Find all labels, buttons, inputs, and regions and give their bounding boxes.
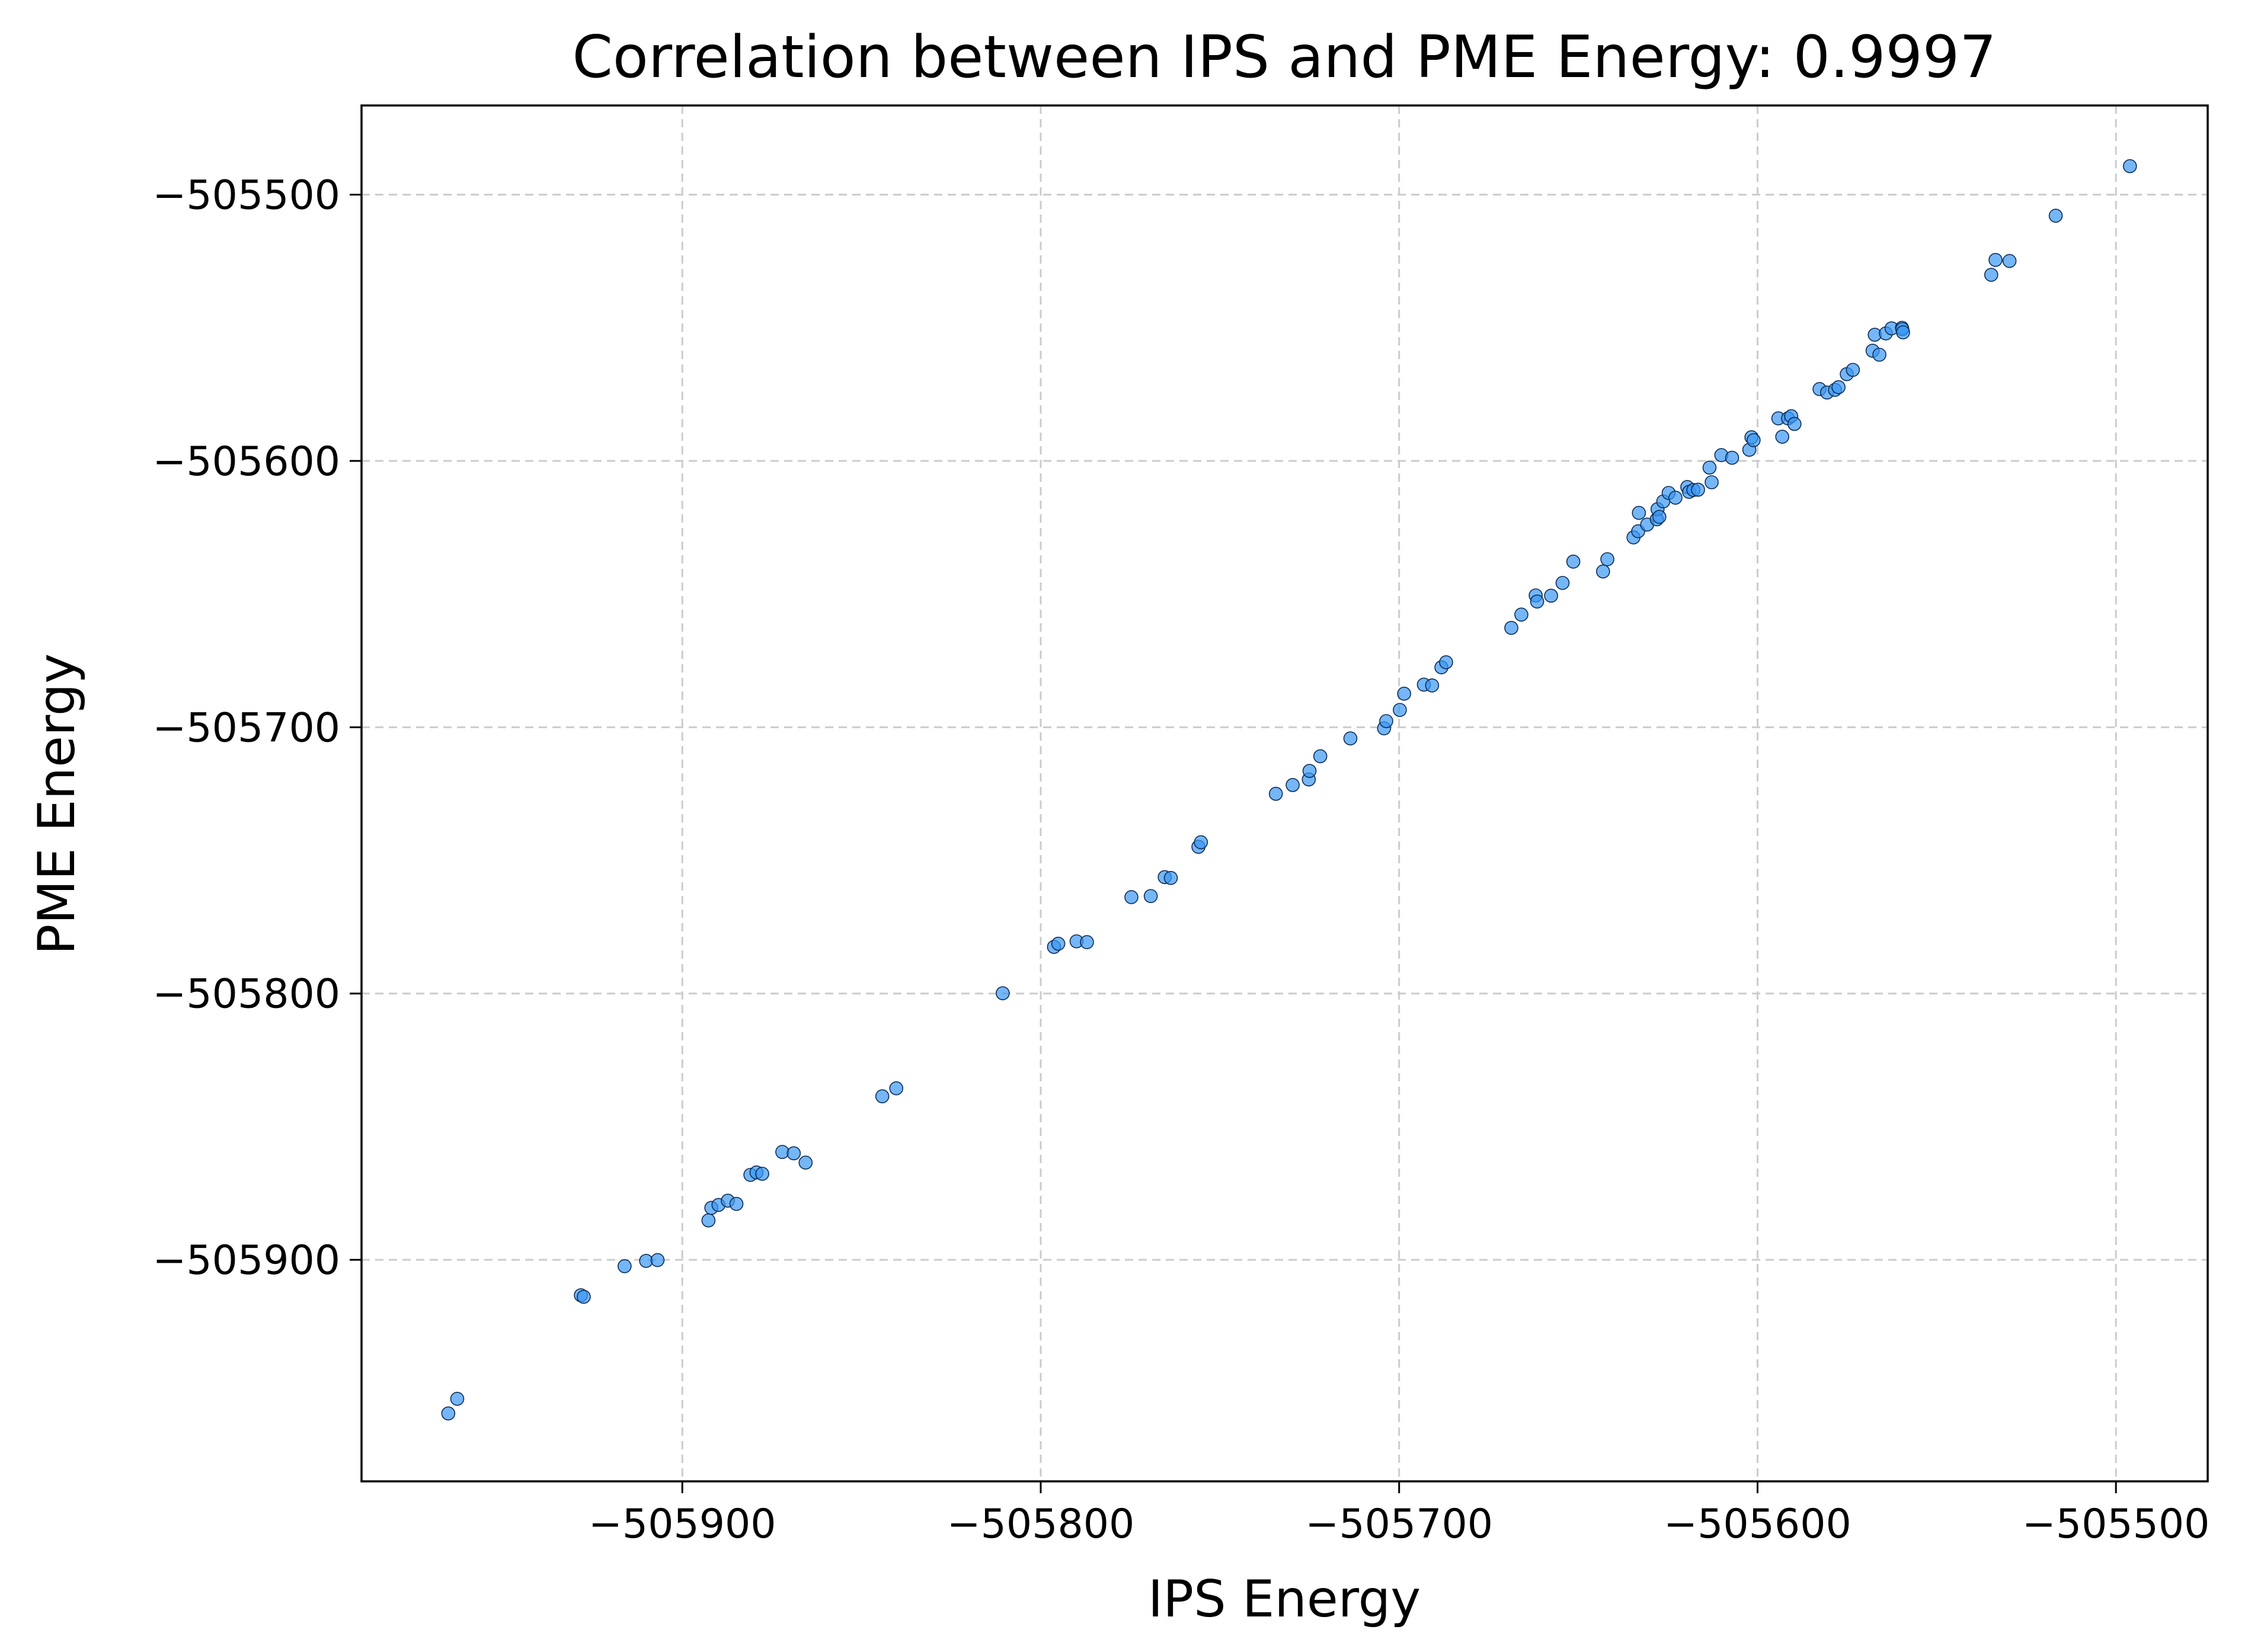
data-points [441, 159, 2137, 1421]
grid-lines [362, 105, 2208, 1481]
data-point [1379, 714, 1393, 728]
data-point [1143, 889, 1158, 904]
data-point [1691, 482, 1705, 497]
data-point [1725, 450, 1739, 465]
data-point [1746, 433, 1761, 447]
data-point [1530, 594, 1544, 609]
x-axis-ticks: −505900 −505800 −505700 −505600 −505500 [589, 1481, 2210, 1548]
data-point [1268, 786, 1283, 801]
data-point [1705, 475, 1719, 489]
data-point [1702, 460, 1717, 475]
data-point [755, 1167, 769, 1181]
y-axis-ticks: −505500 −505600 −505700 −505800 −505900 [152, 172, 362, 1284]
chart-title: Correlation between IPS and PME Energy: … [572, 24, 1996, 91]
y-tick-label: −505500 [152, 172, 340, 219]
data-point [1787, 417, 1802, 431]
data-point [2048, 209, 2063, 223]
data-point [2002, 254, 2017, 268]
data-point [1596, 564, 1610, 579]
x-axis-label: IPS Energy [1148, 1570, 1421, 1629]
data-point [1896, 325, 1910, 340]
x-tick-label: −505700 [1305, 1501, 1493, 1548]
data-point [1163, 870, 1178, 885]
data-point [996, 986, 1010, 1001]
data-point [1831, 380, 1846, 395]
x-tick-label: −505800 [947, 1501, 1135, 1548]
data-point [798, 1155, 813, 1170]
data-point [1313, 749, 1328, 764]
x-tick-label: −505900 [589, 1501, 776, 1548]
data-point [450, 1391, 465, 1406]
data-point [701, 1213, 716, 1228]
data-point [1124, 890, 1139, 904]
data-point [889, 1081, 904, 1096]
y-tick-label: −505900 [152, 1237, 340, 1284]
data-point [1632, 505, 1646, 520]
data-point [2122, 159, 2137, 174]
x-tick-label: −505500 [2022, 1501, 2210, 1548]
data-point [1343, 731, 1358, 746]
data-point [1302, 764, 1317, 778]
data-point [1514, 607, 1528, 622]
y-axis-label: PME Energy [27, 654, 87, 955]
data-point [1393, 703, 1407, 717]
data-point [1600, 552, 1614, 566]
plot-frame [360, 104, 2209, 1483]
data-point [1397, 686, 1411, 701]
data-point [577, 1289, 591, 1304]
data-point [1984, 268, 1998, 282]
data-point [618, 1259, 632, 1273]
data-point [1080, 935, 1094, 949]
data-point [1566, 555, 1581, 569]
data-point [729, 1196, 744, 1211]
data-point [1668, 491, 1683, 505]
data-point [775, 1145, 789, 1159]
data-point [1504, 620, 1518, 635]
y-tick-label: −505600 [152, 438, 340, 485]
data-point [1872, 347, 1886, 362]
data-point [875, 1089, 890, 1103]
data-point [441, 1406, 456, 1421]
x-tick-label: −505600 [1664, 1501, 1852, 1548]
data-point [1846, 363, 1860, 377]
data-point [1775, 430, 1789, 444]
data-point [1439, 655, 1453, 670]
data-point [1555, 575, 1570, 590]
data-point [1652, 510, 1667, 524]
y-tick-label: −505700 [152, 705, 340, 751]
data-point [650, 1253, 665, 1267]
data-point [786, 1146, 801, 1161]
data-point [1286, 778, 1300, 792]
y-tick-label: −505800 [152, 971, 340, 1018]
data-point [1988, 252, 2003, 267]
data-point [1425, 678, 1440, 693]
data-point [1051, 936, 1066, 951]
data-point [1194, 835, 1208, 850]
data-point [1544, 588, 1558, 603]
